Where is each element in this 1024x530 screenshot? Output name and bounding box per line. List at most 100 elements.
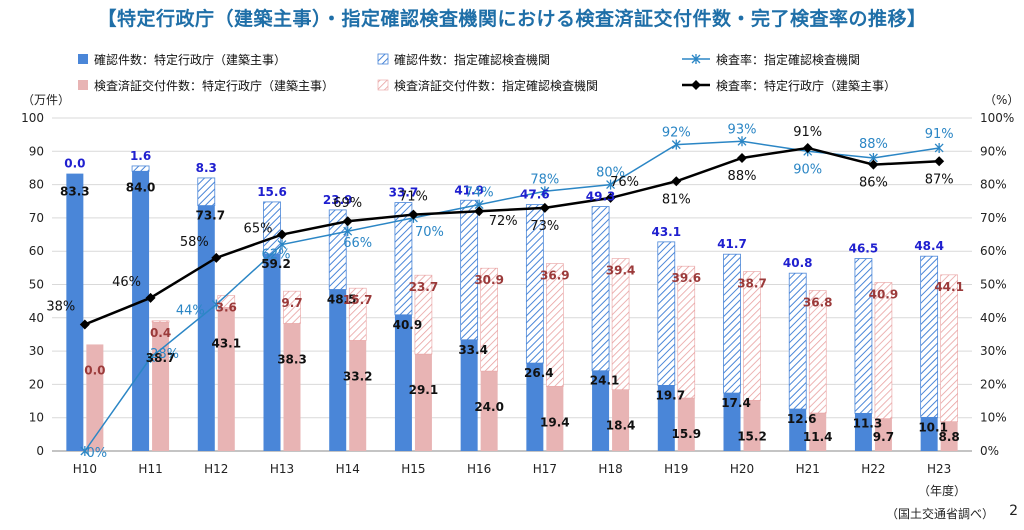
bar-confirm-agency [328, 209, 347, 290]
label-cert-gov: 9.7 [873, 430, 894, 444]
x-tick-label: H12 [204, 462, 228, 476]
y-tick-label: 20 [29, 377, 44, 391]
line-rate-agency-marker [934, 142, 944, 153]
y2-tick-label: 70% [980, 211, 1007, 225]
bar-cert-agency [348, 287, 367, 341]
label-cert-agency: 36.9 [540, 269, 570, 283]
bar-confirm-gov [263, 253, 281, 451]
label-cert-agency: 38.7 [737, 277, 767, 291]
label-confirm-gov: 59.2 [261, 257, 291, 271]
label-rate-gov: 46% [112, 275, 141, 290]
line-rate-gov-marker [79, 319, 90, 330]
right-axis-unit: （%） [984, 93, 1020, 107]
bar-confirm-gov [657, 385, 675, 451]
legend-label: 検査済証交付件数：指定確認検査機関 [394, 78, 598, 93]
label-rate-gov: 72% [489, 214, 518, 229]
x-tick-label: H17 [533, 462, 557, 476]
y-tick-label: 40 [29, 311, 44, 325]
line-rate-agency-marker [146, 352, 156, 363]
line-rate-gov-marker [211, 252, 222, 263]
line-rate-agency-marker [606, 179, 616, 190]
x-tick-label: H20 [730, 462, 754, 476]
y2-tick-label: 80% [980, 178, 1007, 192]
line-rate-agency-marker [80, 446, 90, 456]
x-tick-label: H23 [927, 462, 951, 476]
label-rate-agency: 78% [530, 172, 559, 187]
bar-confirm-agency [394, 202, 413, 316]
bar-cert-agency [151, 320, 170, 323]
x-tick-label: H19 [664, 462, 688, 476]
bar-cert-gov [546, 386, 564, 451]
bar-cert-gov [86, 344, 104, 451]
label-confirm-agency: 46.5 [849, 242, 879, 256]
legend-label: 確認件数：指定確認検査機関 [394, 52, 550, 67]
label-rate-agency: 90% [793, 162, 822, 177]
legend-swatch [78, 80, 88, 90]
label-rate-agency: 70% [415, 225, 444, 240]
bar-confirm-gov [592, 370, 610, 451]
bar-cert-agency [743, 271, 761, 401]
bar-confirm-gov [789, 409, 807, 451]
label-rate-agency: 93% [728, 122, 757, 137]
bar-confirm-agency [723, 253, 741, 394]
y-tick-label: 60 [29, 244, 44, 258]
x-tick-label: H11 [138, 462, 162, 476]
legend-label: 確認件数：特定行政庁（建築主事） [94, 52, 286, 67]
label-rate-agency: 28% [150, 347, 179, 362]
label-cert-agency: 36.8 [803, 295, 833, 309]
bar-confirm-gov [920, 417, 938, 451]
bar-cert-agency [940, 274, 958, 422]
label-rate-gov: 71% [399, 190, 428, 205]
legend-swatch [377, 53, 389, 65]
label-cert-agency: 0.4 [150, 326, 171, 340]
label-cert-gov: 38.7 [146, 351, 176, 365]
legend-label: 検査済証交付件数：特定行政庁（建築主事） [94, 78, 334, 93]
label-rate-agency: 74% [465, 186, 494, 201]
label-cert-agency: 40.9 [869, 288, 899, 302]
line-rate-gov-marker [934, 156, 945, 167]
label-cert-gov: 38.3 [277, 352, 307, 366]
bar-cert-gov [809, 413, 827, 451]
label-confirm-gov: 40.9 [393, 318, 423, 332]
label-rate-gov: 73% [530, 219, 559, 234]
y2-tick-label: 0% [980, 444, 999, 458]
bar-cert-agency [808, 290, 827, 414]
y-tick-label: 10 [29, 411, 44, 425]
line-rate-agency-marker [540, 186, 550, 197]
x-tick-label: H14 [336, 462, 360, 476]
label-confirm-gov: 83.3 [60, 185, 90, 199]
label-confirm-gov: 11.3 [853, 416, 883, 430]
y2-tick-label: 60% [980, 244, 1007, 258]
bar-confirm-agency [197, 177, 216, 206]
chart-title: 【特定行政庁（建築主事）・指定確認検査機関における検査済証交付件数・完了検査率の… [97, 8, 927, 30]
bar-confirm-gov [854, 413, 872, 451]
label-confirm-agency: 33.7 [389, 186, 419, 200]
bar-confirm-agency [657, 241, 676, 386]
label-cert-agency: 15.7 [343, 293, 373, 307]
bar-cert-gov [874, 418, 892, 451]
line-rate-gov-marker [474, 206, 485, 217]
bar-cert-gov [677, 398, 695, 451]
bar-confirm-agency [920, 255, 939, 418]
label-confirm-agency: 41.7 [717, 237, 747, 251]
line-rate-gov-marker [539, 202, 550, 213]
x-tick-label: H21 [796, 462, 820, 476]
label-cert-gov: 43.1 [211, 336, 241, 350]
bar-confirm-gov [132, 171, 150, 451]
label-rate-gov: 87% [925, 172, 954, 187]
bar-cert-gov [743, 400, 761, 451]
label-rate-agency: 91% [925, 127, 954, 142]
label-rate-gov: 81% [662, 192, 691, 207]
bar-confirm-gov [394, 314, 412, 451]
label-cert-agency: 44.1 [934, 280, 964, 294]
line-rate-agency-marker [277, 239, 287, 250]
label-confirm-agency: 0.0 [64, 157, 85, 171]
x-tick-label: H15 [401, 462, 425, 476]
label-confirm-agency: 1.6 [130, 149, 151, 163]
line-rate-gov [84, 146, 940, 326]
source-note: （国土交通省調べ） [885, 507, 994, 521]
label-confirm-gov: 24.1 [590, 374, 620, 388]
y2-tick-label: 40% [980, 311, 1007, 325]
line-rate-agency-marker [671, 139, 681, 150]
